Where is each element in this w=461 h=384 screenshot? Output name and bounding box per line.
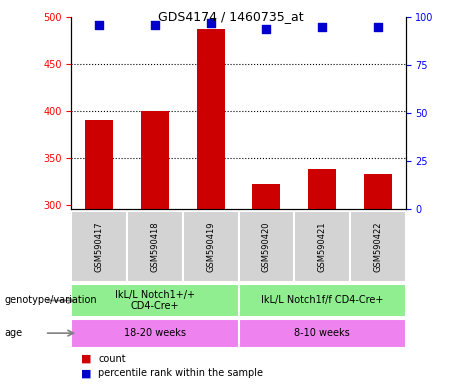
Text: ■: ■ bbox=[81, 354, 91, 364]
Text: count: count bbox=[98, 354, 126, 364]
Bar bbox=[239, 284, 406, 317]
Bar bbox=[253, 184, 280, 384]
Text: 18-20 weeks: 18-20 weeks bbox=[124, 328, 186, 338]
Bar bbox=[183, 211, 238, 282]
Bar bbox=[71, 284, 239, 317]
Text: GSM590418: GSM590418 bbox=[150, 222, 160, 272]
Bar bbox=[239, 319, 406, 348]
Text: GSM590422: GSM590422 bbox=[373, 222, 382, 272]
Bar bbox=[364, 174, 392, 384]
Bar bbox=[127, 211, 183, 282]
Text: ■: ■ bbox=[81, 368, 91, 378]
Point bbox=[319, 24, 326, 30]
Point bbox=[263, 26, 270, 32]
Point bbox=[374, 24, 382, 30]
Text: IkL/L Notch1+/+
CD4-Cre+: IkL/L Notch1+/+ CD4-Cre+ bbox=[115, 290, 195, 311]
Point bbox=[151, 22, 159, 28]
Bar bbox=[308, 169, 336, 384]
Text: age: age bbox=[5, 328, 23, 338]
Bar bbox=[294, 211, 350, 282]
Text: IkL/L Notch1f/f CD4-Cre+: IkL/L Notch1f/f CD4-Cre+ bbox=[261, 295, 383, 306]
Bar bbox=[350, 211, 406, 282]
Bar bbox=[85, 120, 113, 384]
Point bbox=[95, 22, 103, 28]
Bar bbox=[71, 319, 239, 348]
Point bbox=[207, 20, 214, 26]
Text: GSM590420: GSM590420 bbox=[262, 222, 271, 272]
Text: GDS4174 / 1460735_at: GDS4174 / 1460735_at bbox=[158, 10, 303, 23]
Text: GSM590417: GSM590417 bbox=[95, 222, 104, 272]
Text: GSM590419: GSM590419 bbox=[206, 222, 215, 272]
Bar bbox=[141, 111, 169, 384]
Text: 8-10 weeks: 8-10 weeks bbox=[294, 328, 350, 338]
Bar bbox=[197, 30, 225, 384]
Text: percentile rank within the sample: percentile rank within the sample bbox=[98, 368, 263, 378]
Bar bbox=[71, 211, 127, 282]
Text: genotype/variation: genotype/variation bbox=[5, 295, 97, 305]
Bar bbox=[238, 211, 294, 282]
Text: GSM590421: GSM590421 bbox=[318, 222, 327, 272]
